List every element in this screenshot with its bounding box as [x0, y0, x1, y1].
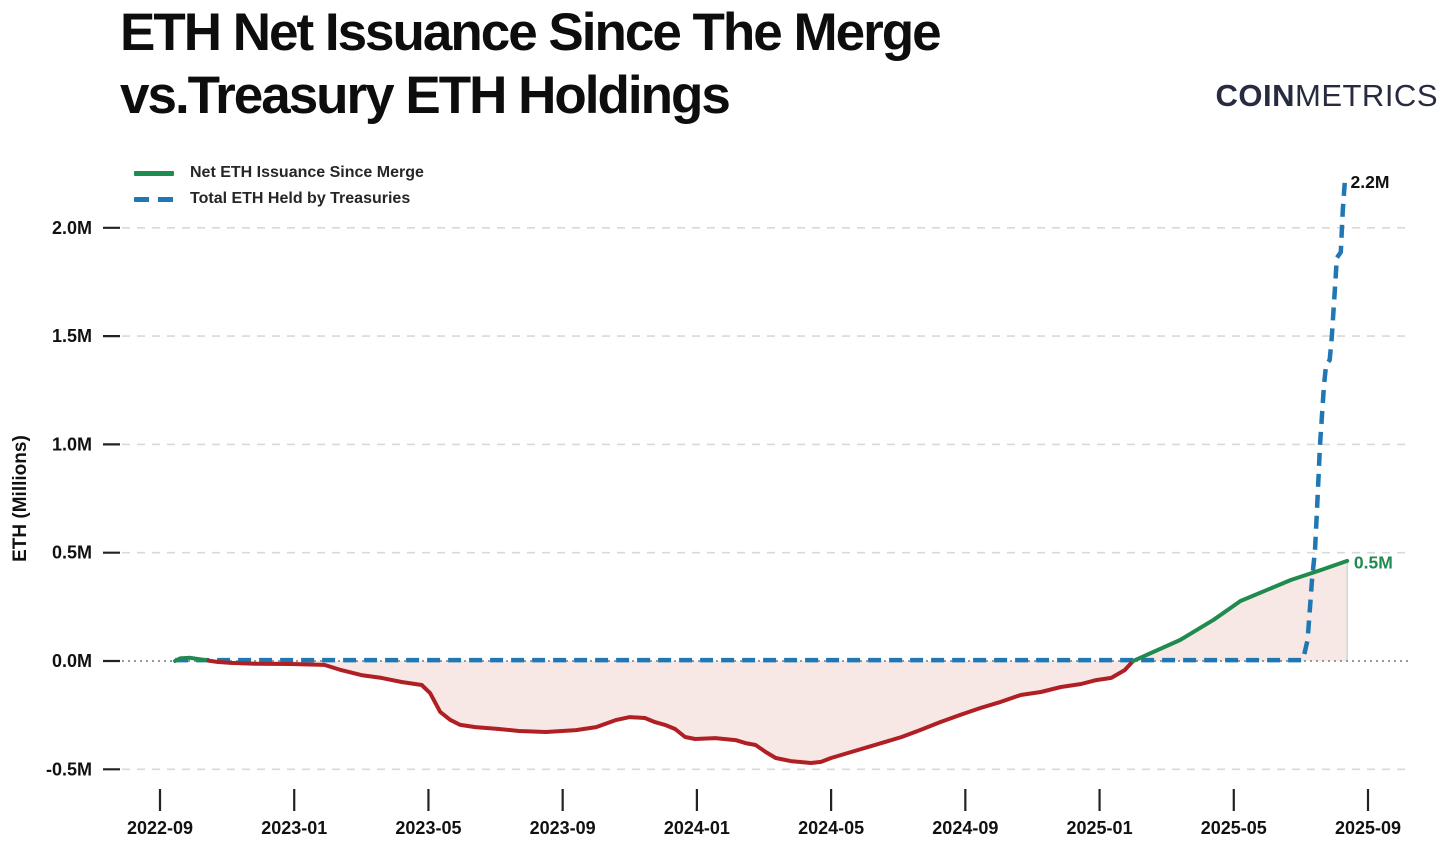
chart-title-line1: ETH Net Issuance Since The Merge: [120, 3, 942, 62]
chart-legend: Net ETH Issuance Since Merge Total ETH H…: [134, 160, 424, 212]
x-tick-label: 2025-05: [1201, 818, 1267, 838]
y-tick-label: 0.0M: [52, 651, 92, 671]
chart-title: ETH Net Issuance Since The Merge vs.Treas…: [120, 2, 942, 127]
chart-title-line2: vs.Treasury ETH Holdings: [120, 65, 731, 125]
y-tick-label: 2.0M: [52, 218, 92, 238]
legend-swatch-net-issuance: [134, 170, 174, 176]
x-tick-label: 2023-05: [395, 818, 461, 838]
x-tick-label: 2023-01: [261, 818, 327, 838]
y-tick-label: 1.0M: [52, 434, 92, 454]
y-tick-label: -0.5M: [46, 759, 92, 779]
annotation-2.2M: 2.2M: [1351, 172, 1390, 192]
legend-item-treasuries: Total ETH Held by Treasuries: [134, 186, 424, 212]
y-tick-label: 1.5M: [52, 326, 92, 346]
legend-label-treasuries: Total ETH Held by Treasuries: [190, 190, 411, 207]
x-tick-label: 2024-05: [798, 818, 864, 838]
net-issuance-line-negative: [206, 658, 1136, 765]
x-tick-label: 2023-09: [530, 818, 596, 838]
x-tick-label: 2024-09: [932, 818, 998, 838]
coinmetrics-logo-bold: COIN: [1215, 78, 1295, 113]
annotation-0.5M: 0.5M: [1354, 552, 1393, 572]
coinmetrics-logo-light: METRICS: [1295, 78, 1438, 113]
x-tick-label: 2024-01: [664, 818, 730, 838]
x-tick-label: 2025-09: [1335, 818, 1401, 838]
y-axis-title: ETH (Millions): [10, 435, 31, 562]
legend-swatch-treasuries: [134, 196, 174, 202]
coinmetrics-logo: COINMETRICS: [1216, 78, 1439, 114]
x-tick-label: 2022-09: [127, 818, 193, 838]
legend-item-net-issuance: Net ETH Issuance Since Merge: [134, 160, 424, 186]
net-issuance-line-positive: [173, 655, 211, 663]
treasury-line: [175, 181, 1348, 663]
legend-label-net-issuance: Net ETH Issuance Since Merge: [190, 164, 424, 181]
net-issuance-line-positive: [1131, 558, 1350, 663]
y-tick-label: 0.5M: [52, 543, 92, 563]
negative-issuance-area: [211, 560, 1348, 763]
x-tick-label: 2025-01: [1067, 818, 1133, 838]
